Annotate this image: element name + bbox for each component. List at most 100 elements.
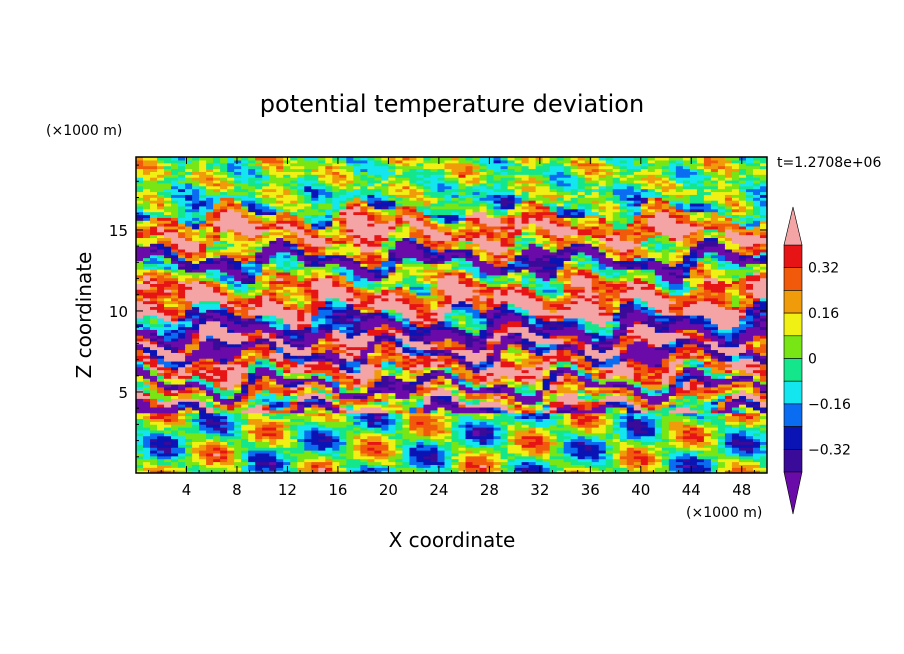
field-cell [570, 444, 579, 448]
field-cell [276, 326, 284, 330]
field-cell [605, 346, 614, 351]
field-cell [654, 335, 663, 339]
field-cell [157, 406, 165, 411]
field-cell [388, 386, 397, 391]
field-cell [353, 450, 361, 454]
field-cell [234, 312, 242, 316]
field-cell [206, 355, 214, 359]
field-cell [626, 343, 635, 348]
field-cell [745, 395, 754, 399]
field-cell [563, 346, 572, 351]
field-cell [150, 335, 158, 339]
field-cell [171, 470, 179, 473]
field-cell [528, 369, 537, 374]
field-cell [325, 438, 333, 442]
field-cell [150, 412, 158, 417]
field-cell [591, 360, 600, 365]
field-cell [269, 438, 277, 442]
field-cell [514, 395, 523, 399]
field-cell [528, 335, 537, 339]
field-cell [192, 355, 200, 359]
field-cell [430, 395, 439, 399]
field-cell [346, 455, 354, 460]
field-cell [444, 320, 453, 325]
field-cell [304, 326, 312, 330]
field-cell [164, 335, 172, 339]
field-cell [682, 415, 691, 420]
field-cell [290, 447, 298, 451]
field-cell [227, 406, 235, 411]
field-cell [752, 438, 761, 442]
field-cell [255, 406, 263, 411]
field-cell [542, 335, 551, 339]
field-cell [689, 421, 698, 425]
field-cell [507, 386, 516, 391]
field-cell [262, 415, 270, 420]
field-cell [332, 395, 340, 399]
field-cell [710, 386, 719, 391]
field-cell [423, 392, 432, 397]
field-cell [255, 315, 263, 319]
field-cell [409, 395, 418, 399]
field-cell [654, 429, 663, 434]
field-cell [528, 461, 537, 465]
field-cell [353, 435, 361, 440]
field-cell [409, 323, 418, 328]
field-cell [444, 444, 453, 448]
field-cell [318, 392, 326, 397]
field-cell [472, 381, 481, 385]
field-cell [304, 418, 312, 422]
field-cell [192, 320, 200, 325]
field-cell [325, 464, 333, 468]
field-cell [668, 404, 677, 408]
field-cell [157, 444, 165, 448]
field-cell [304, 470, 312, 473]
field-cell [388, 323, 397, 328]
field-cell [570, 418, 579, 422]
field-cell [171, 352, 179, 356]
field-cell [486, 340, 495, 345]
field-cell [255, 329, 263, 333]
field-cell [185, 418, 193, 422]
field-cell [297, 392, 305, 397]
field-cell [206, 412, 214, 417]
field-cell [696, 332, 705, 336]
field-cell [409, 349, 418, 353]
field-cell [437, 315, 446, 319]
field-cell [696, 323, 705, 328]
field-cell [696, 329, 705, 333]
field-cell [605, 352, 614, 356]
field-cell [423, 332, 432, 336]
field-cell [612, 427, 621, 431]
field-cell [150, 358, 158, 362]
field-cell [374, 401, 382, 405]
field-cell [402, 467, 411, 471]
field-cell [472, 375, 481, 379]
field-cell [577, 320, 586, 325]
field-cell [689, 427, 698, 431]
field-cell [689, 355, 698, 359]
field-cell [703, 441, 712, 445]
field-cell [528, 409, 537, 414]
field-cell [290, 398, 298, 402]
field-cell [493, 335, 502, 339]
field-cell [738, 464, 747, 468]
field-cell [682, 392, 691, 397]
field-cell [374, 467, 382, 471]
field-cell [150, 461, 158, 465]
field-cell [535, 349, 544, 353]
field-cell [332, 383, 340, 388]
field-cell [591, 435, 600, 440]
field-cell [325, 312, 333, 316]
field-cell [689, 332, 698, 336]
field-cell [444, 340, 453, 345]
field-cell [353, 464, 361, 468]
field-cell [164, 404, 172, 408]
field-cell [311, 332, 319, 336]
field-cell [297, 355, 305, 359]
field-cell [675, 418, 684, 422]
field-cell [731, 452, 740, 457]
field-cell [185, 312, 193, 316]
field-cell [486, 401, 495, 405]
field-cell [598, 458, 607, 463]
